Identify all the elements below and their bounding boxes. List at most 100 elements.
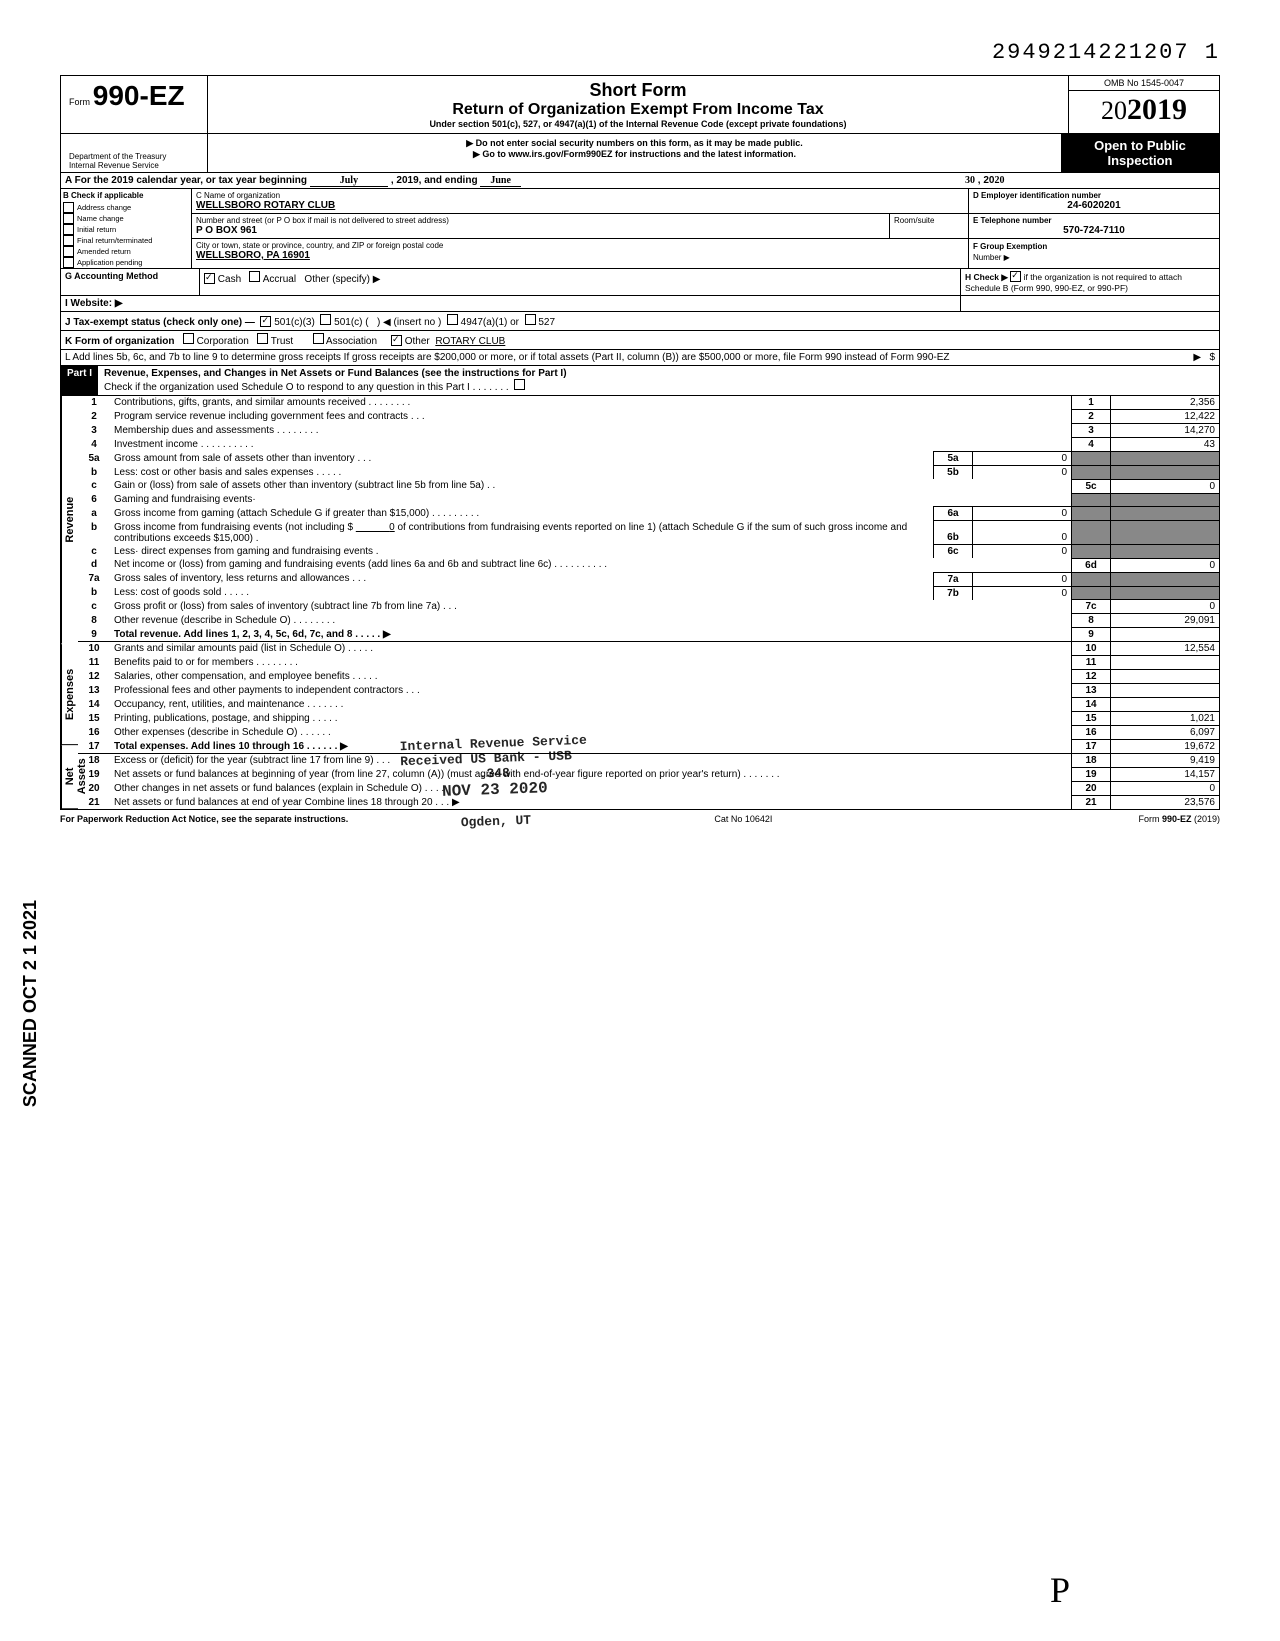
initial-signature: P [1050,1569,1070,1611]
check-527[interactable] [525,314,536,325]
opt-4947: 4947(a)(1) or [461,317,519,328]
check-label: Application pending [77,258,142,267]
f-label2: Number ▶ [973,253,1010,262]
line-6c: cLess· direct expenses from gaming and f… [78,545,1219,559]
addr-label: Number and street (or P O box if mail is… [196,216,885,225]
title-block: Short Form Return of Organization Exempt… [208,76,1068,133]
stamp-ogden: Ogden, UT [402,811,590,833]
check-h[interactable] [1010,271,1021,282]
line-6a: aGross income from gaming (attach Schedu… [78,507,1219,521]
end-day: 30 [965,175,975,186]
right-info: D Employer identification number 24-6020… [969,189,1219,268]
form-header: Form 990-EZ Short Form Return of Organiz… [60,75,1220,134]
room-label: Room/suite [889,214,968,238]
d-label: D Employer identification number [973,191,1215,200]
e-label: E Telephone number [973,216,1215,225]
check-other-org[interactable] [391,335,402,346]
line-2: 2Program service revenue including gover… [78,410,1219,424]
city-label: City or town, state or province, country… [196,241,964,250]
ssn-note: ▶ Do not enter social security numbers o… [212,138,1057,149]
opt-501c3: 501(c)(3) [274,317,315,328]
omb-block: OMB No 1545-0047 202019 [1068,76,1219,133]
check-label: Address change [77,203,131,212]
section-j: J Tax-exempt status (check only one) — 5… [60,312,1220,331]
check-trust[interactable] [257,333,268,344]
line-7a: 7aGross sales of inventory, less returns… [78,572,1219,586]
section-l: L Add lines 5b, 6c, and 7b to line 9 to … [60,350,1220,366]
trust-label: Trust [271,336,293,347]
line-19: 19Net assets or fund balances at beginni… [78,768,1219,782]
check-501c[interactable] [320,314,331,325]
form-header-2: Department of the Treasury Internal Reve… [60,134,1220,173]
inspection-label: Inspection [1065,153,1215,168]
g-label: G Accounting Method [61,269,200,295]
subtitle: Under section 501(c), 527, or 4947(a)(1)… [212,119,1064,129]
inspection-block: Open to Public Inspection [1061,134,1219,172]
check-amended[interactable]: Amended return [61,246,191,257]
check-address-change[interactable]: Address change [61,202,191,213]
year-value: 2019 [1127,93,1187,126]
check-schedule-o[interactable] [514,379,525,390]
check-name-change[interactable]: Name change [61,213,191,224]
line-8: 8Other revenue (describe in Schedule O) … [78,614,1219,628]
6b-mid: 0 [389,522,395,533]
line-7c: cGross profit or (loss) from sales of in… [78,600,1219,614]
section-g-h: G Accounting Method Cash Accrual Other (… [60,269,1220,296]
section-c: C Name of organization WELLSBORO ROTARY … [192,189,969,268]
line-5a: 5aGross amount from sale of assets other… [78,452,1219,466]
year-prefix: 20 [1101,96,1127,125]
check-assoc[interactable] [313,333,324,344]
line-4: 4Investment income . . . . . . . . . .44… [78,438,1219,452]
scanned-stamp: SCANNED OCT 2 1 2021 [20,900,41,1107]
line-12: 12Salaries, other compensation, and empl… [78,670,1219,684]
accrual-label: Accrual [263,274,296,285]
section-a-label: A For the 2019 calendar year, or tax yea… [65,175,307,186]
check-app-pending[interactable]: Application pending [61,257,191,268]
i-label: I Website: ▶ [61,296,961,311]
check-accrual[interactable] [249,271,260,282]
line-16: 16Other expenses (describe in Schedule O… [78,726,1219,740]
other-org-value: ROTARY CLUB [435,336,505,347]
j-label: J Tax-exempt status (check only one) — [65,317,255,328]
line-6d: dNet income or (loss) from gaming and fu… [78,558,1219,572]
l-dollar: $ [1209,352,1215,363]
begin-date: July [310,175,388,187]
stamp-irs: Internal Revenue Service Received US Ban… [399,733,589,832]
assoc-label: Association [326,336,377,347]
opt-501c-b: ) ◀ (insert no ) [377,317,441,328]
line-3: 3Membership dues and assessments . . . .… [78,424,1219,438]
check-4947[interactable] [447,314,458,325]
phone-value: 570-724-7110 [973,225,1215,236]
line-7b: bLess: cost of goods sold . . . . .7b0 [78,586,1219,600]
page-number-top: 2949214221207 1 [60,40,1220,65]
6b-d1: Gross income from fundraising events (no… [114,522,353,533]
check-final-return[interactable]: Final return/terminated [61,235,191,246]
17-desc: Total expenses. Add lines 10 through 16 … [114,741,348,752]
line-18: 18Excess or (deficit) for the year (subt… [78,754,1219,768]
footer-mid: Cat No 10642I [714,814,772,824]
footer-form: 990-EZ [1162,814,1192,824]
check-cash[interactable] [204,273,215,284]
line-9: 9Total revenue. Add lines 1, 2, 3, 4, 5c… [78,628,1219,642]
line-10: 10Grants and similar amounts paid (list … [78,642,1219,656]
footer-right: Form 990-EZ (2019) [1138,814,1220,824]
footer-left: For Paperwork Reduction Act Notice, see … [60,814,348,824]
check-note-text: Check if the organization used Schedule … [104,382,509,393]
return-title: Return of Organization Exempt From Incom… [212,101,1064,119]
check-501c3[interactable] [260,316,271,327]
section-b-header: B Check if applicable [61,189,191,202]
end-year-prefix: , 20 [978,175,995,186]
check-corp[interactable] [183,333,194,344]
netassets-label: Net Assets [61,745,78,809]
footer: For Paperwork Reduction Act Notice, see … [60,810,1220,824]
section-k: K Form of organization Corporation Trust… [60,331,1220,350]
org-city: WELLSBORO, PA 16901 [196,250,964,261]
line-14: 14Occupancy, rent, utilities, and mainte… [78,698,1219,712]
form-id-block: Form 990-EZ [61,76,208,133]
corp-label: Corporation [197,336,249,347]
cash-label: Cash [218,274,241,285]
open-public: Open to Public [1065,138,1215,153]
check-initial-return[interactable]: Initial return [61,224,191,235]
section-i: I Website: ▶ [60,296,1220,312]
form-number: 990-EZ [93,80,185,111]
